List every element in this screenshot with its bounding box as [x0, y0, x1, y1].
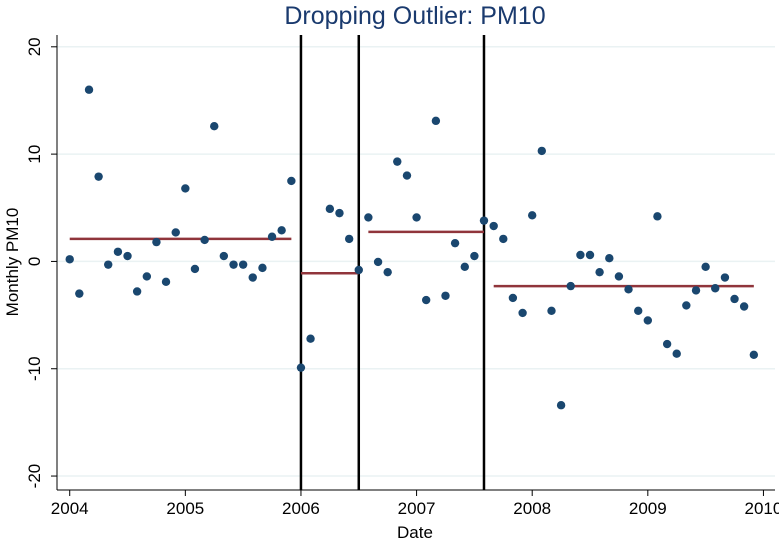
point [364, 213, 373, 222]
x-tick-label: 2006 [282, 499, 320, 518]
point [296, 363, 306, 372]
point [65, 255, 74, 264]
point [84, 85, 94, 94]
point [277, 226, 286, 235]
x-tick-label: 2010 [745, 499, 779, 518]
point [749, 350, 759, 359]
point [402, 171, 412, 180]
point [75, 289, 84, 298]
point [595, 267, 604, 277]
x-tick-label: 2005 [166, 499, 204, 518]
point [566, 281, 575, 291]
point [393, 157, 402, 166]
point [518, 308, 527, 318]
point [720, 273, 730, 282]
point [479, 216, 489, 225]
point [335, 208, 344, 218]
point [691, 286, 701, 295]
point [161, 277, 171, 287]
point [229, 260, 238, 269]
y-tick-label: -10 [25, 356, 44, 381]
point [210, 122, 219, 131]
point [431, 116, 441, 126]
y-tick-label: 0 [25, 257, 44, 266]
x-tick-label: 2008 [513, 499, 551, 518]
point [248, 273, 257, 282]
point [730, 294, 739, 304]
point [325, 204, 335, 214]
point [489, 221, 498, 231]
point [344, 234, 354, 244]
point [527, 211, 537, 220]
point [373, 257, 383, 267]
point [508, 293, 518, 303]
point [701, 262, 710, 271]
point [181, 184, 190, 193]
point [460, 262, 469, 271]
chart-title: Dropping Outlier: PM10 [284, 2, 545, 30]
point [104, 260, 113, 269]
point [624, 285, 633, 294]
point [306, 334, 315, 343]
point [200, 235, 209, 245]
x-tick-label: 2009 [629, 499, 667, 518]
point [470, 251, 479, 261]
point [354, 265, 363, 275]
point [682, 301, 691, 310]
point [219, 251, 229, 261]
point [190, 264, 200, 274]
point [614, 272, 624, 281]
point [653, 212, 662, 221]
point [605, 254, 614, 263]
point [258, 263, 267, 273]
point [739, 302, 749, 311]
x-tick-label: 2004 [51, 499, 89, 518]
point [450, 238, 460, 248]
point [634, 306, 643, 315]
point [576, 250, 585, 260]
point [672, 349, 681, 358]
point [537, 146, 546, 156]
point [287, 176, 296, 186]
point [152, 237, 161, 247]
point [421, 295, 431, 305]
point [711, 284, 720, 293]
point [267, 232, 277, 241]
point [547, 306, 556, 315]
point [142, 272, 152, 281]
point [383, 267, 392, 277]
y-tick-label: 10 [25, 145, 44, 164]
point [643, 316, 653, 325]
point [556, 401, 566, 410]
x-tick-label: 2007 [398, 499, 436, 518]
y-axis-label: Monthly PM10 [3, 208, 22, 317]
y-tick-label: -20 [25, 464, 44, 489]
point [113, 247, 123, 256]
point [123, 251, 132, 261]
x-axis-label: Date [397, 523, 433, 542]
point [499, 234, 508, 244]
point [132, 287, 142, 296]
point [171, 228, 180, 237]
point [585, 250, 595, 260]
point [412, 213, 421, 222]
point [94, 172, 103, 181]
point [662, 339, 672, 349]
point [441, 291, 450, 300]
point [238, 260, 248, 269]
y-tick-label: 20 [25, 37, 44, 56]
